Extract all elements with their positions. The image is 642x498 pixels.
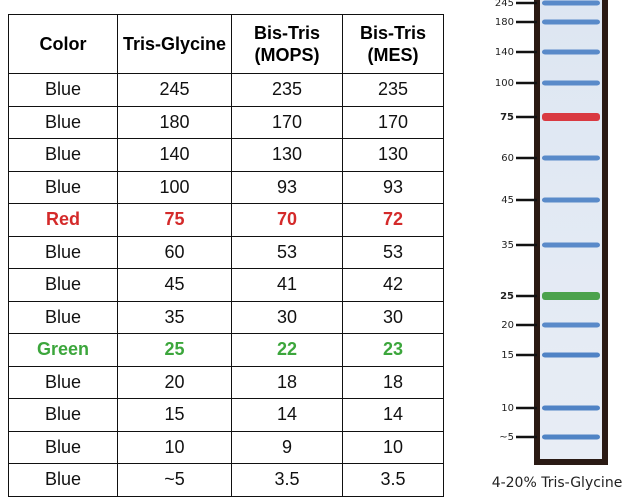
gel-caption: 4-20% Tris-Glycine: [492, 475, 623, 491]
band: [542, 353, 600, 358]
gel-figure: 245 180 140 100 75 60 45 35 25 20 15 10 ~5 4-20% Tri…: [0, 0, 642, 498]
band-label: 45: [501, 195, 514, 206]
page: {"table": { "header": ["Color", "Tris-Gl…: [0, 0, 642, 498]
band-label: 75: [500, 112, 514, 123]
band-label: 10: [501, 403, 514, 414]
band: [542, 406, 600, 411]
band: [542, 292, 600, 300]
band: [542, 323, 600, 328]
band-label: 140: [495, 47, 514, 58]
band-label: ~5: [499, 432, 514, 443]
band: [542, 20, 600, 25]
band-label: 15: [501, 350, 514, 361]
gel-lane: [537, 0, 605, 462]
band-label: 60: [501, 153, 514, 164]
band-label: 25: [500, 291, 514, 302]
band: [542, 1, 600, 6]
band-label: 100: [495, 78, 514, 89]
band-label: 180: [495, 17, 514, 28]
band: [542, 50, 600, 55]
band: [542, 243, 600, 248]
band-label: 35: [501, 240, 514, 251]
band: [542, 156, 600, 161]
band-label: 245: [495, 0, 514, 9]
band: [542, 198, 600, 203]
band: [542, 113, 600, 121]
band: [542, 435, 600, 440]
band-label: 20: [501, 320, 514, 331]
band: [542, 81, 600, 86]
